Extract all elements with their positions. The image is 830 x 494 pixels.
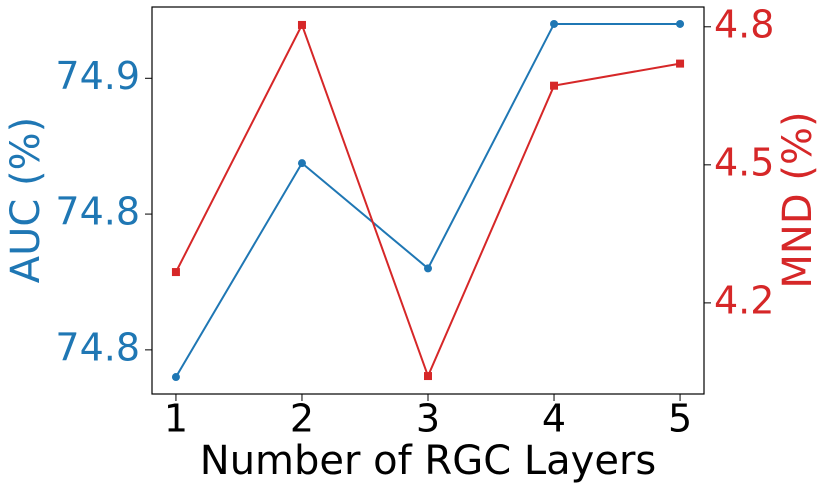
- y-tick-label: 74.8: [55, 325, 140, 369]
- x-tick-label: 3: [416, 397, 440, 441]
- x-axis-label: Number of RGC Layers: [200, 438, 656, 484]
- y2-tick-label: 4.8: [714, 2, 774, 46]
- data-point: [550, 81, 559, 90]
- data-point: [550, 19, 559, 28]
- data-point: [424, 264, 432, 273]
- plot-frame: [151, 6, 705, 395]
- x-tick-label: 4: [542, 397, 566, 441]
- y2-tick-label: 4.2: [714, 278, 774, 322]
- data-point: [676, 59, 685, 68]
- y-tick-label: 74.9: [55, 54, 140, 98]
- y2-axis-label: MND (%): [775, 111, 821, 288]
- y-tick-label: 74.8: [55, 190, 140, 234]
- y-axis-label: AUC (%): [3, 117, 49, 284]
- data-point: [424, 372, 432, 381]
- x-tick-label: 1: [164, 397, 188, 441]
- data-point: [171, 268, 180, 277]
- data-point: [297, 159, 306, 168]
- x-tick-label: 2: [290, 397, 314, 441]
- data-point: [297, 20, 306, 29]
- series-line: [175, 22, 681, 379]
- y2-tick-label: 4.5: [714, 140, 774, 184]
- x-tick-label: 5: [668, 397, 692, 441]
- data-point: [676, 19, 685, 28]
- data-point: [171, 373, 180, 382]
